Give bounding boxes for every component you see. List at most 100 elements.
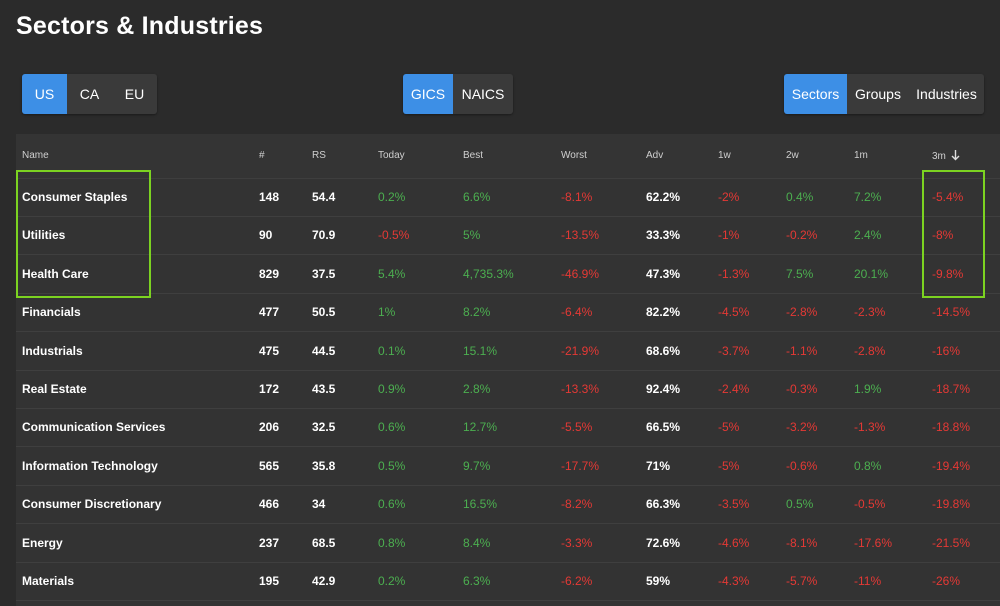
column-header-3m[interactable]: 3m	[932, 150, 960, 164]
cell-adv: 82.2%	[646, 305, 681, 320]
cell-2w: 0.4%	[786, 190, 814, 204]
column-header-1m[interactable]: 1m	[854, 150, 868, 161]
cell-name[interactable]: Utilities	[22, 228, 66, 243]
cell-name[interactable]: Consumer Discretionary	[22, 497, 162, 512]
cell-rs: 32.5	[312, 420, 336, 435]
column-header-worst[interactable]: Worst	[561, 150, 587, 161]
cell-today: 0.6%	[378, 420, 406, 435]
table-header: Name # RS Today Best Worst Adv 1w 2w 1m 3m	[16, 134, 1000, 179]
cell-name[interactable]: Industrials	[22, 343, 83, 358]
cell-rs: 34	[312, 497, 326, 512]
column-header-adv[interactable]: Adv	[646, 150, 664, 161]
cell-3m: -19.4%	[932, 458, 971, 473]
region-tabs: US CA EU	[22, 74, 157, 114]
cell-1m: -2.3%	[854, 305, 886, 320]
table-row[interactable]: Financials 477 50.5 1% 8.2% -6.4% 82.2% -4.5% -2…	[16, 293, 1000, 333]
table-row[interactable]: Utilities 90 70.9 -0.5% 5% -13.5% 33.3% -1% -0.2…	[16, 216, 1000, 256]
tab-naics[interactable]: NAICS	[453, 74, 513, 114]
cell-worst: -13.3%	[561, 382, 600, 396]
tab-region-ca[interactable]: CA	[67, 74, 112, 114]
table-row[interactable]: Consumer Staples 148 54.4 0.2% 6.6% -8.1% 62.2…	[16, 178, 1000, 217]
sectors-table: Name # RS Today Best Worst Adv 1w 2w 1m 3m Consume…	[16, 134, 1000, 606]
cell-1w: -3.5%	[718, 497, 750, 512]
cell-rs: 44.5	[312, 343, 336, 358]
cell-2w: 7.5%	[786, 266, 814, 281]
cell-rs: 54.4	[312, 190, 336, 204]
cell-count: 237	[259, 535, 280, 550]
cell-today: 0.9%	[378, 382, 406, 396]
tab-industries[interactable]: Industries	[909, 74, 984, 114]
cell-today: 1%	[378, 305, 396, 320]
tab-sectors[interactable]: Sectors	[784, 74, 847, 114]
cell-name[interactable]: Communication Services	[22, 420, 166, 435]
cell-2w: 0.5%	[786, 497, 814, 512]
cell-1m: 1.9%	[854, 382, 882, 396]
cell-adv: 92.4%	[646, 382, 681, 396]
cell-worst: -6.2%	[561, 574, 593, 588]
cell-1m: -17.6%	[854, 535, 893, 550]
table-row[interactable]: Real Estate 172 43.5 0.9% 2.8% -13.3% 92.4% -2.…	[16, 370, 1000, 409]
cell-name[interactable]: Real Estate	[22, 382, 87, 396]
cell-3m: -21.5%	[932, 535, 971, 550]
cell-adv: 59%	[646, 574, 671, 588]
column-header-count[interactable]: #	[259, 150, 265, 161]
table-row[interactable]: Industrials 475 44.5 0.1% 15.1% -21.9% 68.6% -3…	[16, 332, 1000, 371]
cell-count: 206	[259, 420, 280, 435]
cell-worst: -21.9%	[561, 343, 600, 358]
column-header-name[interactable]: Name	[22, 150, 49, 161]
cell-name[interactable]: Consumer Staples	[22, 190, 128, 204]
cell-worst: -46.9%	[561, 266, 600, 281]
cell-count: 475	[259, 343, 280, 358]
cell-name[interactable]: Health Care	[22, 266, 89, 281]
column-header-today[interactable]: Today	[378, 150, 405, 161]
cell-1w: -4.3%	[718, 574, 750, 588]
cell-name[interactable]: Financials	[22, 305, 81, 320]
column-header-1w[interactable]: 1w	[718, 150, 731, 161]
cell-worst: -13.5%	[561, 228, 600, 243]
view-tabs: Sectors Groups Industries	[784, 74, 984, 114]
table-row[interactable]: Health Care 829 37.5 5.4% 4,735.3% -46.9% 47.3…	[16, 255, 1000, 294]
cell-today: 5.4%	[378, 266, 406, 281]
cell-adv: 62.2%	[646, 190, 681, 204]
cell-1w: -2%	[718, 190, 740, 204]
cell-today: 0.8%	[378, 535, 406, 550]
cell-best: 2.8%	[463, 382, 491, 396]
tab-gics[interactable]: GICS	[403, 74, 453, 114]
cell-2w: -0.2%	[786, 228, 818, 243]
cell-count: 829	[259, 266, 280, 281]
cell-best: 8.2%	[463, 305, 491, 320]
cell-rs: 70.9	[312, 228, 336, 243]
cell-3m: -16%	[932, 343, 961, 358]
tab-region-eu[interactable]: EU	[112, 74, 157, 114]
cell-name[interactable]: Materials	[22, 574, 75, 588]
cell-worst: -6.4%	[561, 305, 593, 320]
cell-best: 5%	[463, 228, 481, 243]
cell-3m: -8%	[932, 228, 954, 243]
column-header-best[interactable]: Best	[463, 150, 484, 161]
cell-best: 12.7%	[463, 420, 498, 435]
table-row[interactable]: Energy 237 68.5 0.8% 8.4% -3.3% 72.6% -4.6% -8.1…	[16, 524, 1000, 563]
cell-count: 477	[259, 305, 280, 320]
cell-best: 4,735.3%	[463, 266, 514, 281]
cell-today: 0.2%	[378, 574, 406, 588]
table-row[interactable]: Materials 195 42.9 0.2% 6.3% -6.2% 59% -4.3% -5.…	[16, 562, 1000, 601]
cell-worst: -8.2%	[561, 497, 593, 512]
table-row[interactable]: Consumer Discretionary 466 34 0.6% 16.5% -8.2…	[16, 485, 1000, 525]
cell-rs: 43.5	[312, 382, 336, 396]
cell-best: 8.4%	[463, 535, 491, 550]
cell-today: 0.6%	[378, 497, 406, 512]
tab-groups[interactable]: Groups	[847, 74, 909, 114]
cell-name[interactable]: Energy	[22, 535, 63, 550]
table-row[interactable]: Communication Services 206 32.5 0.6% 12.7% -5…	[16, 408, 1000, 448]
tab-region-us[interactable]: US	[22, 74, 67, 114]
cell-1w: -2.4%	[718, 382, 750, 396]
cell-3m: -9.8%	[932, 266, 964, 281]
cell-best: 6.6%	[463, 190, 491, 204]
table-row[interactable]: Information Technology 565 35.8 0.5% 9.7% -17…	[16, 447, 1000, 486]
column-header-2w[interactable]: 2w	[786, 150, 799, 161]
cell-adv: 68.6%	[646, 343, 681, 358]
cell-name[interactable]: Information Technology	[22, 458, 158, 473]
cell-adv: 72.6%	[646, 535, 681, 550]
column-header-rs[interactable]: RS	[312, 150, 326, 161]
